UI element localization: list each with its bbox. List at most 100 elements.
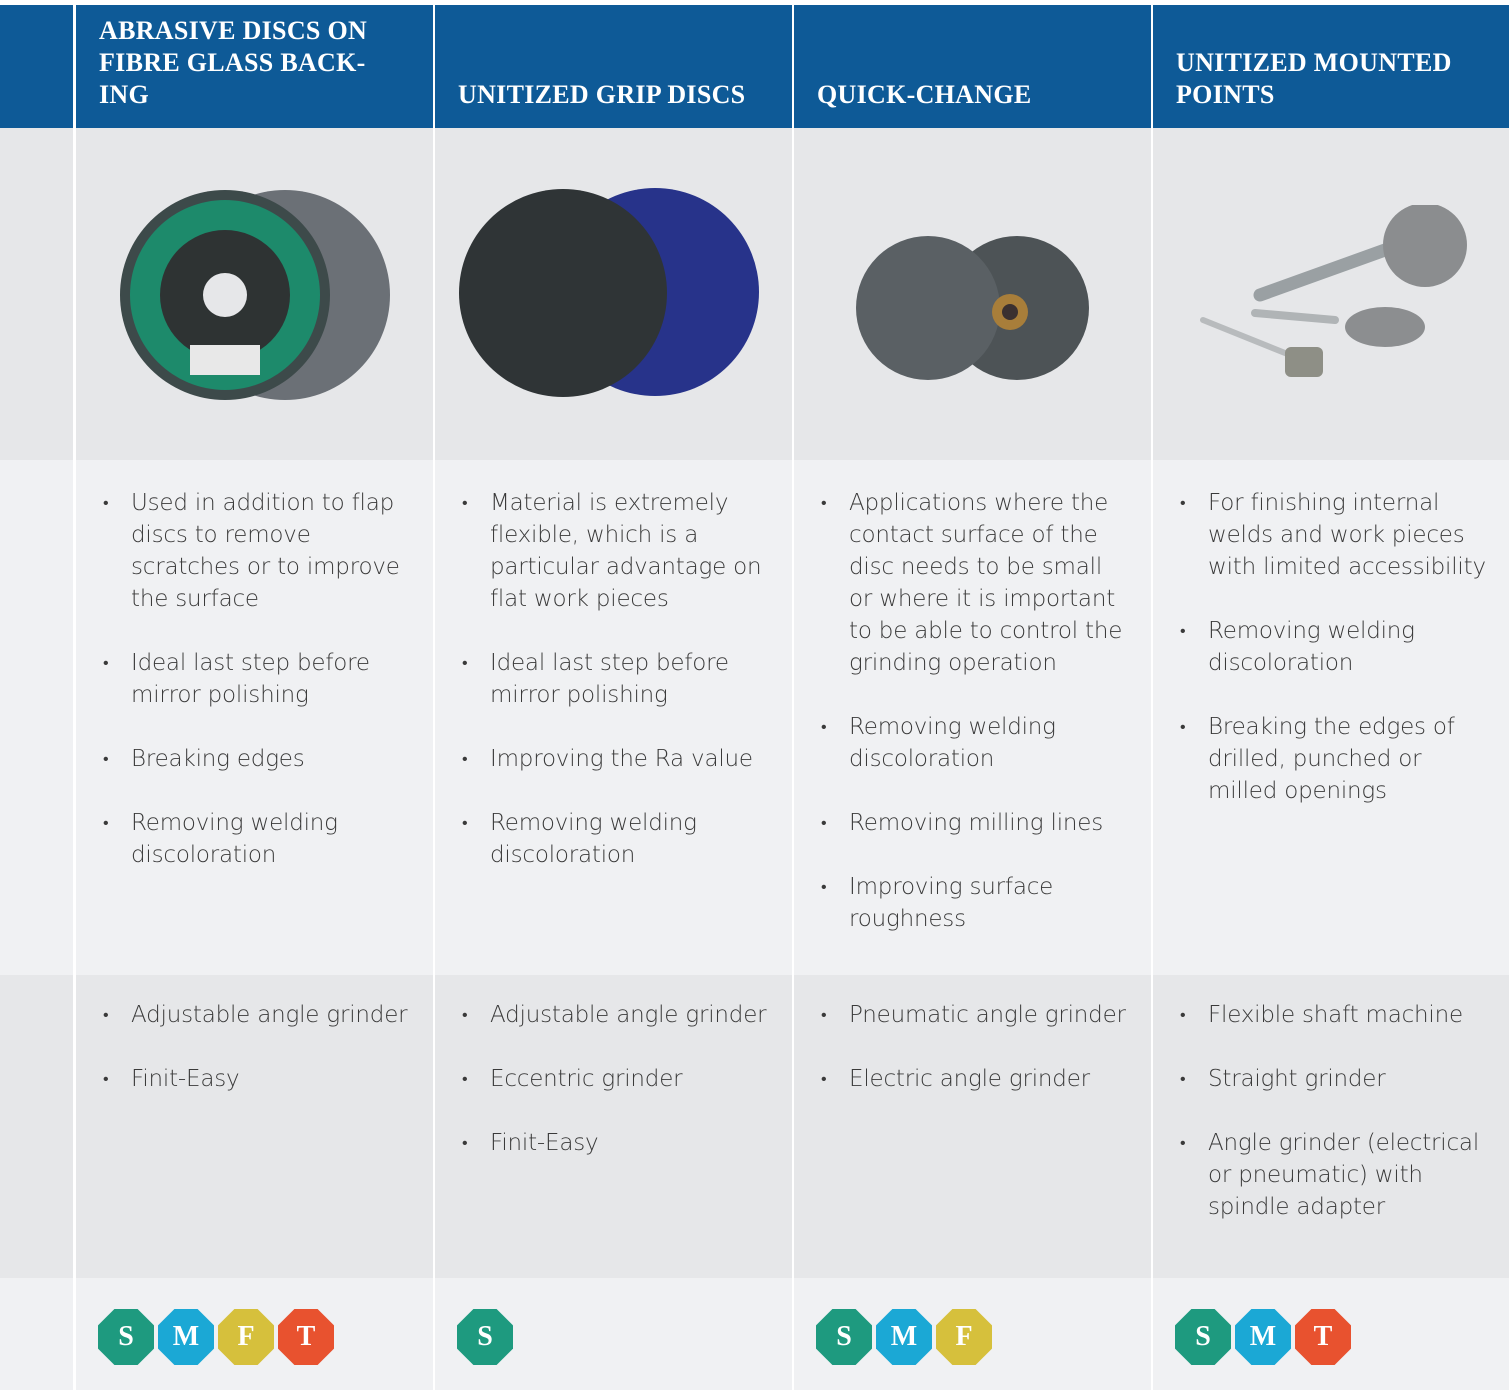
machine-item: Angle grinder (electrical or pneumatic) … bbox=[1180, 1127, 1489, 1223]
image-row-blank bbox=[0, 128, 73, 460]
machines-list: Pneumatic angle grinder Electric angle gr… bbox=[821, 999, 1131, 1095]
machines-list: Flexible shaft machine Straight grinder An… bbox=[1180, 999, 1489, 1223]
application-item: Removing welding discoloration bbox=[103, 807, 413, 871]
hdr-cell: UNITIZED GRIP DISCS bbox=[435, 5, 792, 128]
applications-list: For finishing internal welds and work pi… bbox=[1180, 487, 1489, 807]
application-item: Breaking the edges of drilled, punched o… bbox=[1180, 711, 1489, 807]
badge-letter: F bbox=[955, 1321, 973, 1352]
machines-row-blank bbox=[0, 975, 73, 1278]
mach-cell: Flexible shaft machine Straight grinder An… bbox=[1153, 975, 1509, 1278]
badge: M bbox=[1235, 1309, 1291, 1365]
img-cell bbox=[1153, 128, 1509, 460]
column-title: ABRASIVE DISCS ON FIBRE GLASS BACK-ING bbox=[99, 16, 368, 109]
badge-shape bbox=[816, 1309, 872, 1365]
bdg-cell: S bbox=[435, 1278, 792, 1390]
badge: M bbox=[158, 1309, 214, 1365]
application-item: Ideal last step before mirror polishing bbox=[462, 647, 772, 711]
machine-item: Finit-Easy bbox=[462, 1127, 772, 1159]
badge-octagon bbox=[876, 1309, 932, 1365]
badge-octagon bbox=[218, 1309, 274, 1365]
product-image bbox=[856, 236, 1089, 380]
badge: T bbox=[278, 1309, 334, 1365]
badge: S bbox=[1175, 1309, 1231, 1365]
badge-octagon bbox=[1295, 1309, 1351, 1365]
machine-item: Finit-Easy bbox=[103, 1063, 413, 1095]
badge-letter: M bbox=[890, 1321, 918, 1352]
badge: S bbox=[457, 1309, 513, 1365]
application-item: Applications where the contact surface o… bbox=[821, 487, 1131, 679]
badge: S bbox=[98, 1309, 154, 1365]
application-item: Breaking edges bbox=[103, 743, 413, 775]
application-item: Material is extremely flexible, which is… bbox=[462, 487, 772, 615]
badge-letter: M bbox=[172, 1321, 200, 1352]
machine-item: Pneumatic angle grinder bbox=[821, 999, 1131, 1031]
machine-item: Straight grinder bbox=[1180, 1063, 1489, 1095]
badge-letter: S bbox=[118, 1321, 134, 1352]
machine-item: Eccentric grinder bbox=[462, 1063, 772, 1095]
badges: S bbox=[457, 1309, 792, 1365]
badge-letter: S bbox=[1195, 1321, 1211, 1352]
badge-shape bbox=[278, 1309, 334, 1365]
application-item: Improving surface roughness bbox=[821, 871, 1131, 935]
badge: F bbox=[218, 1309, 274, 1365]
product-image bbox=[459, 188, 759, 397]
badge-shape bbox=[876, 1309, 932, 1365]
product-image bbox=[120, 190, 390, 400]
application-item: Removing welding discoloration bbox=[462, 807, 772, 871]
badge-octagon bbox=[278, 1309, 334, 1365]
machine-item: Electric angle grinder bbox=[821, 1063, 1131, 1095]
application-item: Removing welding discoloration bbox=[1180, 615, 1489, 679]
machines-list: Adjustable angle grinder Eccentric grinde… bbox=[462, 999, 772, 1159]
column-title: UNITIZED MOUNTED POINTS bbox=[1176, 48, 1452, 109]
badge-octagon bbox=[1235, 1309, 1291, 1365]
applications-list: Applications where the contact surface o… bbox=[821, 487, 1131, 935]
badge: S bbox=[816, 1309, 872, 1365]
mach-cell: Pneumatic angle grinder Electric angle gr… bbox=[794, 975, 1151, 1278]
application-item: For finishing internal welds and work pi… bbox=[1180, 487, 1489, 583]
badge-shape bbox=[936, 1309, 992, 1365]
hdr-cell: ABRASIVE DISCS ON FIBRE GLASS BACK-ING bbox=[76, 5, 433, 128]
application-item: Removing welding discoloration bbox=[821, 711, 1131, 775]
application-item: Used in addition to flap discs to remove… bbox=[103, 487, 413, 615]
column-title: QUICK-CHANGE bbox=[817, 80, 1032, 109]
apps-cell: For finishing internal welds and work pi… bbox=[1153, 460, 1509, 975]
badges-row-blank bbox=[0, 1278, 73, 1390]
badge: T bbox=[1295, 1309, 1351, 1365]
application-item: Removing milling lines bbox=[821, 807, 1131, 839]
machine-item: Adjustable angle grinder bbox=[103, 999, 413, 1031]
header-blank bbox=[0, 5, 73, 128]
hdr-cell: UNITIZED MOUNTED POINTS bbox=[1153, 5, 1509, 128]
badge-octagon bbox=[1175, 1309, 1231, 1365]
apps-row-blank bbox=[0, 460, 73, 975]
badge-letter: T bbox=[1313, 1321, 1333, 1352]
machines-list: Adjustable angle grinder Finit-Easy bbox=[103, 999, 413, 1095]
product-image bbox=[1200, 205, 1467, 377]
badge: F bbox=[936, 1309, 992, 1365]
column-title: UNITIZED GRIP DISCS bbox=[458, 80, 746, 109]
badge-octagon bbox=[457, 1309, 513, 1365]
application-item: Ideal last step before mirror polishing bbox=[103, 647, 413, 711]
badge-shape bbox=[457, 1309, 513, 1365]
badge-shape bbox=[158, 1309, 214, 1365]
badge-shape bbox=[218, 1309, 274, 1365]
badge-octagon bbox=[936, 1309, 992, 1365]
badge-letter: T bbox=[296, 1321, 316, 1352]
hdr-cell: QUICK-CHANGE bbox=[794, 5, 1151, 128]
applications-list: Material is extremely flexible, which is… bbox=[462, 487, 772, 871]
apps-cell: Material is extremely flexible, which is… bbox=[435, 460, 792, 975]
badge-letter: S bbox=[477, 1321, 493, 1352]
badge-octagon bbox=[816, 1309, 872, 1365]
badge-letter: S bbox=[836, 1321, 852, 1352]
applications-list: Used in addition to flap discs to remove… bbox=[103, 487, 413, 871]
machine-item: Flexible shaft machine bbox=[1180, 999, 1489, 1031]
apps-cell: Used in addition to flap discs to remove… bbox=[76, 460, 433, 975]
application-item: Improving the Ra value bbox=[462, 743, 772, 775]
badge-octagon bbox=[158, 1309, 214, 1365]
badge-shape bbox=[1175, 1309, 1231, 1365]
